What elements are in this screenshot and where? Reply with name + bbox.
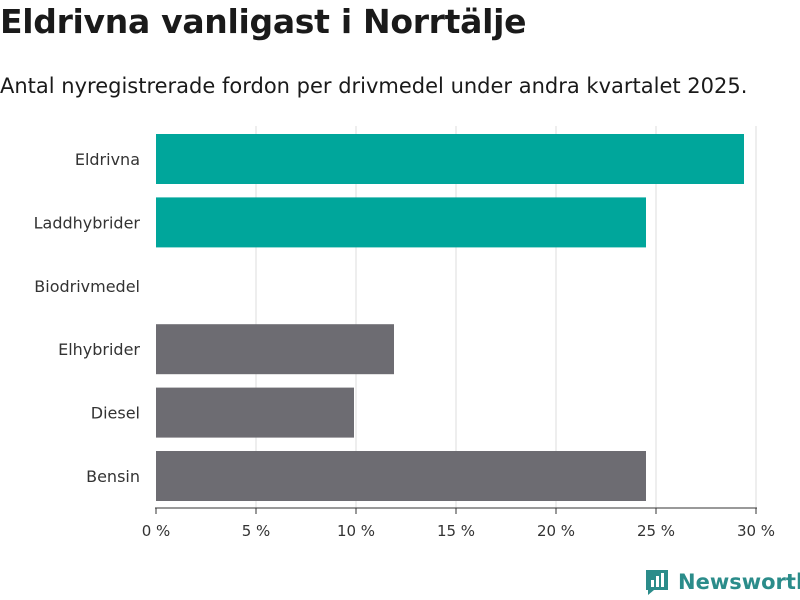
x-tick-label: 10 % — [337, 522, 375, 540]
category-label: Diesel — [91, 404, 140, 423]
x-tick-label: 5 % — [242, 522, 271, 540]
category-label: Elhybrider — [58, 340, 140, 359]
category-label: Bensin — [86, 467, 140, 486]
category-label: Eldrivna — [75, 150, 140, 169]
x-tick-label: 0 % — [142, 522, 171, 540]
gridlines — [255, 126, 757, 508]
bar — [156, 451, 646, 501]
bars — [156, 134, 744, 501]
brand-name: Newsworthy — [678, 570, 800, 594]
x-tick-label: 30 % — [737, 522, 775, 540]
x-tick-label: 25 % — [637, 522, 675, 540]
x-tick-label: 20 % — [537, 522, 575, 540]
x-axis-ticks: 0 % 5 % 10 % 15 % 20 % 25 % 30 % — [142, 508, 775, 540]
bar — [156, 324, 394, 375]
y-axis-labels: Eldrivna Laddhybrider Biodrivmedel Elhybrid… — [34, 150, 141, 486]
chart-subtitle: Antal nyregistrerade fordon per drivmede… — [0, 74, 748, 98]
x-tick-label: 15 % — [437, 522, 475, 540]
bar — [156, 387, 354, 438]
bar — [156, 134, 744, 184]
chart-title: Eldrivna vanligast i Norrtälje — [0, 2, 527, 41]
newsworthy-logo-icon — [646, 570, 668, 595]
category-label: Laddhybrider — [34, 213, 141, 232]
bar — [156, 197, 646, 248]
newsworthy-logo: Newsworthy — [644, 568, 800, 596]
category-label: Biodrivmedel — [34, 277, 140, 296]
